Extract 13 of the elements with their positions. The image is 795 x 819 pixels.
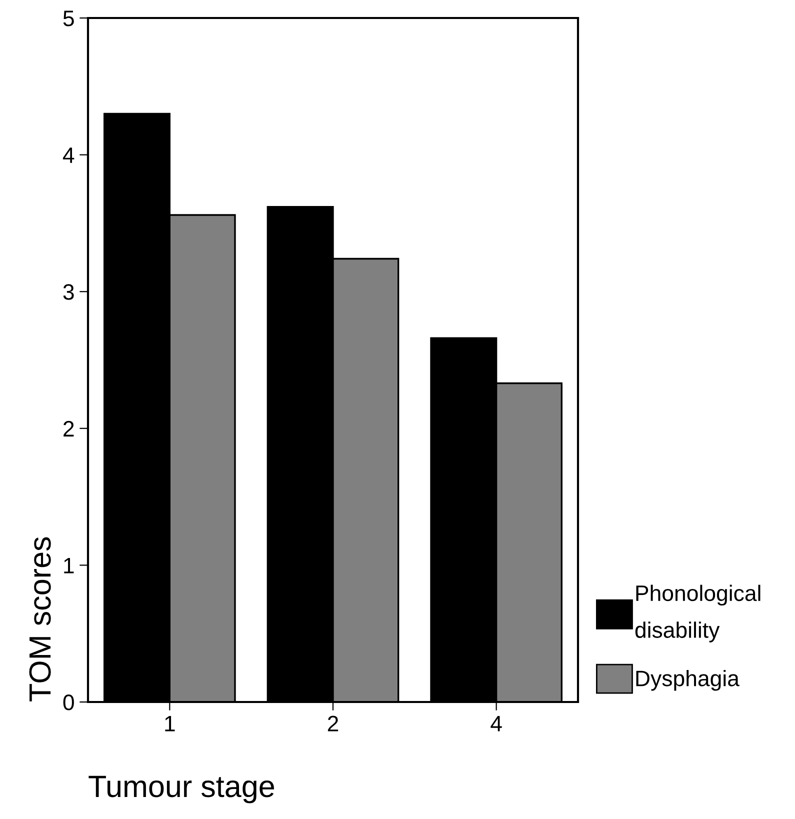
y-tick-label: 3 <box>63 284 74 300</box>
legend-label: Dysphagia <box>636 670 740 691</box>
legend-label: Phonological disability <box>635 584 760 642</box>
y-tick-label: 0 <box>63 694 74 710</box>
y-axis-title: TOM scores <box>29 537 51 702</box>
y-tick-label: 2 <box>64 420 74 436</box>
y-tick-label: 1 <box>64 558 74 574</box>
x-axis-title: Tumour stage <box>88 776 274 804</box>
x-tick-label: 4 <box>490 716 502 732</box>
x-tick-label: 2 <box>328 716 338 732</box>
x-tick-label: 1 <box>165 716 175 732</box>
y-tick-label: 5 <box>63 10 74 26</box>
y-tick-label: 4 <box>62 148 74 163</box>
